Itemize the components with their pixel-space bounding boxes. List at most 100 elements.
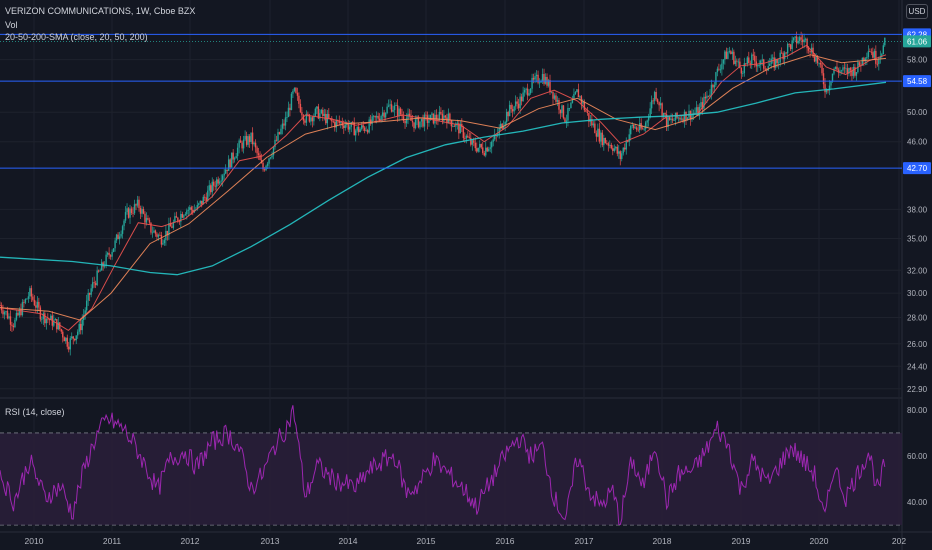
candle-body bbox=[662, 112, 665, 116]
y-tick-label: 50.00 bbox=[907, 108, 928, 117]
candle-body bbox=[420, 118, 423, 122]
candle-body bbox=[585, 110, 587, 112]
candle-body bbox=[834, 66, 837, 69]
candle-body bbox=[384, 113, 387, 118]
candle-body bbox=[621, 153, 623, 159]
candle-body bbox=[91, 282, 94, 289]
candle-body bbox=[661, 103, 663, 116]
candle-body bbox=[709, 94, 711, 97]
candle-body bbox=[610, 144, 612, 149]
candle-body bbox=[504, 122, 506, 127]
rsi-line bbox=[0, 405, 886, 526]
candle-body bbox=[114, 240, 116, 249]
candle-body bbox=[652, 100, 654, 102]
candle-body bbox=[84, 310, 86, 316]
candle-body bbox=[247, 136, 249, 145]
candle-body bbox=[800, 37, 802, 40]
candle-body bbox=[103, 265, 106, 267]
candle-body bbox=[358, 126, 360, 133]
candle-body bbox=[670, 118, 672, 120]
candle-body bbox=[603, 137, 605, 146]
candle-body bbox=[232, 152, 234, 160]
candle-body bbox=[352, 122, 354, 123]
candle-body bbox=[390, 104, 393, 112]
candle-body bbox=[816, 57, 819, 64]
candle-body bbox=[691, 113, 693, 120]
candle-body bbox=[649, 108, 651, 118]
price-marker[interactable] bbox=[903, 162, 931, 175]
candle-body bbox=[703, 96, 705, 109]
candle-body bbox=[75, 335, 77, 341]
candle-body bbox=[162, 243, 164, 245]
candle-body bbox=[516, 101, 518, 104]
candle-body bbox=[773, 57, 775, 68]
candle-body bbox=[794, 36, 796, 38]
candle-body bbox=[356, 126, 358, 131]
candle-body bbox=[486, 147, 488, 152]
candle-body bbox=[175, 216, 178, 218]
candle-body bbox=[380, 115, 382, 121]
candle-body bbox=[646, 120, 648, 123]
candle-body bbox=[713, 84, 716, 88]
candle-body bbox=[855, 72, 858, 76]
candle-body bbox=[456, 123, 459, 124]
y-tick-label: 26.00 bbox=[907, 340, 928, 349]
candle-body bbox=[749, 63, 751, 65]
rsi-legend[interactable]: RSI (14, close) bbox=[5, 407, 65, 417]
candle-body bbox=[204, 196, 206, 198]
candle-body bbox=[396, 105, 399, 117]
candle-body bbox=[235, 156, 237, 159]
candle-body bbox=[127, 208, 130, 218]
candle-body bbox=[360, 125, 363, 130]
horizontal-levels[interactable] bbox=[0, 33, 902, 169]
volume-legend[interactable]: Vol bbox=[5, 20, 18, 30]
candle-body bbox=[884, 37, 886, 46]
candle-body bbox=[145, 218, 148, 223]
sma-legend[interactable]: 20-50-200-SMA (close, 20, 50, 200) bbox=[5, 32, 148, 42]
price-marker[interactable] bbox=[903, 75, 931, 88]
candle-body bbox=[510, 104, 512, 110]
candle-body bbox=[595, 133, 598, 137]
candle-body bbox=[156, 233, 158, 237]
candle-body bbox=[568, 108, 571, 109]
candle-body bbox=[537, 74, 539, 83]
candle-body bbox=[169, 223, 172, 227]
candle-body bbox=[383, 112, 385, 118]
candle-body bbox=[286, 117, 288, 118]
candle-body bbox=[752, 54, 754, 56]
candle-body bbox=[130, 208, 133, 213]
candle-body bbox=[659, 103, 662, 106]
candle-body bbox=[226, 169, 228, 171]
candle-body bbox=[751, 54, 753, 65]
candle-body bbox=[245, 136, 248, 145]
candle-body bbox=[774, 59, 777, 68]
candle-body bbox=[109, 255, 112, 257]
candle-body bbox=[368, 119, 370, 133]
candle-body bbox=[405, 118, 408, 124]
x-tick-label: 2011 bbox=[103, 536, 122, 546]
candle-body bbox=[443, 115, 445, 121]
candle-body bbox=[0, 305, 1, 306]
candle-body bbox=[386, 106, 388, 114]
candle-body bbox=[474, 142, 476, 149]
candle-body bbox=[293, 87, 296, 91]
candle-body bbox=[624, 147, 626, 150]
candle-body bbox=[489, 147, 491, 149]
candle-body bbox=[220, 180, 222, 182]
candle-body bbox=[230, 152, 233, 168]
candle-body bbox=[807, 48, 810, 51]
candle-body bbox=[492, 139, 494, 142]
candle-body bbox=[24, 299, 27, 303]
price-marker[interactable] bbox=[903, 35, 931, 48]
candle-body bbox=[157, 234, 160, 237]
candle-body bbox=[791, 40, 793, 50]
candle-body bbox=[259, 155, 261, 160]
candle-body bbox=[485, 147, 487, 156]
candle-body bbox=[821, 64, 823, 74]
candle-body bbox=[12, 325, 15, 328]
candle-body bbox=[87, 293, 89, 301]
candle-body bbox=[408, 113, 411, 117]
currency-badge[interactable]: USD bbox=[906, 4, 928, 19]
candle-body bbox=[328, 113, 330, 119]
